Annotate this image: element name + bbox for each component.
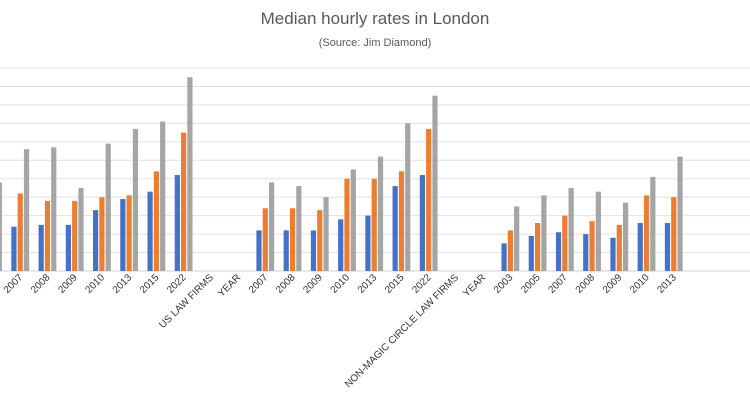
x-tick-label: 2022	[410, 272, 434, 296]
bar	[568, 187, 574, 271]
x-tick-label: 2007	[2, 272, 26, 296]
chart-subtitle: (Source: Jim Diamond)	[318, 37, 432, 49]
bar	[514, 206, 520, 271]
x-tick-label: 2022	[165, 272, 189, 296]
bars	[0, 77, 683, 272]
bar	[664, 223, 671, 271]
bar	[595, 191, 601, 271]
bar	[289, 208, 296, 271]
bar	[323, 197, 329, 271]
bar	[72, 200, 78, 271]
bar	[181, 132, 187, 271]
bar	[256, 230, 262, 271]
bar	[147, 191, 153, 271]
bar	[501, 243, 507, 271]
chart-title: Median hourly rates in London	[260, 9, 490, 28]
bar	[622, 202, 629, 271]
bar	[105, 143, 111, 271]
bar	[283, 230, 289, 271]
bar	[377, 156, 384, 271]
bar	[535, 223, 541, 271]
bar	[392, 186, 398, 271]
bar	[317, 210, 323, 271]
x-tick-label: YEAR	[461, 272, 488, 299]
x-tick-label: 2013	[655, 272, 679, 296]
bar	[17, 193, 23, 271]
bar	[507, 230, 513, 271]
bar	[616, 224, 622, 271]
bar	[426, 128, 432, 271]
bar	[610, 237, 616, 271]
x-tick-label: 2010	[628, 272, 652, 296]
bar	[398, 171, 405, 271]
bar	[589, 221, 595, 271]
bar	[643, 195, 650, 271]
bar	[365, 215, 371, 271]
bar	[419, 175, 425, 271]
x-tick-label: 2010	[84, 272, 108, 296]
bar	[0, 182, 2, 271]
bar	[187, 77, 193, 271]
bar	[671, 197, 677, 271]
bar	[344, 178, 350, 271]
x-tick-label: 2009	[56, 272, 80, 296]
x-tick-label: 2003	[492, 272, 516, 296]
x-tick-label: 2009	[301, 272, 325, 296]
bar	[555, 232, 562, 271]
bar	[405, 123, 411, 271]
bar	[432, 95, 438, 272]
x-tick-label: 2013	[111, 272, 135, 296]
bar	[583, 234, 589, 271]
x-tick-label: 2007	[247, 272, 271, 296]
bar	[65, 224, 71, 271]
x-tick-label: 2009	[601, 272, 625, 296]
x-tick-label: 2013	[356, 272, 380, 296]
bar	[637, 223, 643, 271]
bar	[338, 219, 344, 271]
bar	[174, 175, 180, 271]
bar	[23, 149, 30, 271]
bar	[310, 230, 317, 271]
x-tick-label: 2007	[546, 272, 570, 296]
x-tick-label: 2015	[138, 272, 162, 296]
bar	[93, 210, 99, 271]
bar	[78, 187, 84, 271]
bar	[650, 176, 656, 271]
bar	[677, 156, 683, 271]
bar	[51, 147, 57, 271]
bar	[262, 208, 268, 271]
bar	[11, 226, 17, 271]
bar	[132, 128, 139, 271]
bar	[296, 186, 302, 271]
bar	[528, 235, 534, 271]
bar	[371, 178, 377, 271]
x-tick-labels: 20052007200820092010201320152022US LAW F…	[2, 272, 679, 390]
bar	[160, 121, 166, 272]
bar	[126, 195, 132, 271]
bar	[153, 171, 159, 271]
bar	[44, 200, 51, 271]
x-tick-label: 2008	[574, 272, 598, 296]
x-tick-label: 2015	[383, 272, 407, 296]
bar	[99, 197, 105, 271]
bar	[120, 199, 126, 271]
bar	[562, 215, 568, 271]
bar	[541, 195, 547, 271]
x-tick-label: YEAR	[216, 272, 243, 299]
x-tick-label: 2008	[274, 272, 298, 296]
bar	[269, 182, 275, 271]
bar	[350, 169, 356, 271]
bar	[38, 224, 44, 271]
x-tick-label: 2010	[329, 272, 353, 296]
x-tick-label: 2005	[519, 272, 543, 296]
x-tick-label: 2008	[29, 272, 53, 296]
